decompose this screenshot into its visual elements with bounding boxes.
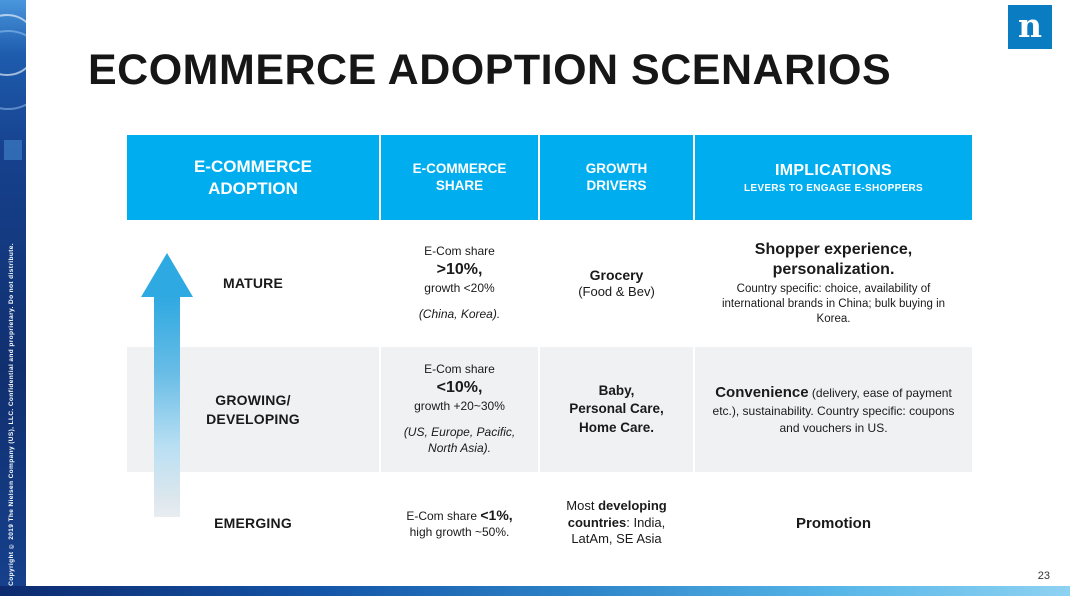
row-label-mature: MATURE: [222, 275, 284, 292]
implications-title: Shopper experience, personalization.: [754, 241, 913, 279]
mature-implications-cell: Shopper experience, personalization. Cou…: [695, 222, 972, 345]
emerging-implications-cell: Promotion: [695, 474, 972, 572]
share-intro: E-Com share: [424, 244, 495, 259]
header-label: E-COMMERCE ADOPTION: [193, 157, 313, 198]
maturity-arrow-icon: [141, 253, 193, 517]
share-value: <1%,: [480, 506, 513, 523]
copyright-text: Copyright © 2019 The Nielsen Company (US…: [8, 243, 15, 586]
row-label-growing: GROWING/ DEVELOPING: [206, 391, 300, 427]
row-label-emerging: EMERGING: [214, 514, 292, 531]
mature-drivers-cell: Grocery (Food & Bev): [540, 222, 693, 345]
drivers-sub: (Food & Bev): [578, 284, 655, 300]
drivers-line: Home Care.: [578, 419, 655, 435]
header-cell-ecommerce-share: E-COMMERCE SHARE: [381, 135, 538, 220]
share-countries-note: (China, Korea).: [418, 307, 501, 322]
implications-detail: Country specific: choice, availability o…: [721, 283, 946, 325]
drivers-line: Personal Care,: [569, 401, 664, 417]
slide-title: ECOMMERCE ADOPTION SCENARIOS: [88, 46, 892, 94]
header-cell-ecommerce-adoption: E-COMMERCE ADOPTION: [127, 135, 379, 220]
emerging-drivers-cell: Most developing countries: India, LatAm,…: [540, 474, 693, 572]
growing-share-cell: E-Com share <10%, growth +20~30% (US, Eu…: [381, 347, 538, 472]
implications-title: Promotion: [796, 514, 871, 532]
header-label: GROWTH DRIVERS: [585, 160, 648, 193]
nielsen-logo: n: [1008, 5, 1052, 49]
adoption-scenarios-table: E-COMMERCE ADOPTION E-COMMERCE SHARE GRO…: [127, 135, 972, 572]
share-value: >10%,: [436, 260, 483, 278]
growing-implications-cell: Convenience (delivery, ease of payment e…: [695, 347, 972, 472]
implications-detail: (delivery, ease of payment etc.), sustai…: [712, 386, 955, 435]
mature-share-cell: E-Com share >10%, growth <20% (China, Ko…: [381, 222, 538, 345]
drivers-seg-bold: developing countries: [567, 497, 667, 530]
template-flag-curve: [0, 30, 26, 110]
emerging-share-cell: E-Com share <1%, high growth ~50%.: [381, 474, 538, 572]
implications-text: Convenience (delivery, ease of payment e…: [708, 383, 960, 436]
share-growth: high growth ~50%.: [409, 524, 510, 539]
drivers-seg: Most: [566, 497, 599, 513]
share-growth: growth <20%: [424, 280, 495, 295]
left-sidebar-strip: Copyright © 2019 The Nielsen Company (US…: [0, 0, 26, 596]
page-number: 23: [1037, 570, 1050, 582]
arrow-shaft: [154, 297, 180, 517]
share-line: E-Com share <1%,: [406, 506, 512, 525]
share-growth: growth +20~30%: [414, 398, 505, 413]
share-countries-note: (US, Europe, Pacific, North Asia).: [403, 425, 516, 455]
share-intro: E-Com share: [406, 508, 481, 523]
bottom-accent-bar: [0, 586, 1070, 596]
header-label: E-COMMERCE SHARE: [412, 160, 507, 193]
nielsen-logo-letter: n: [1018, 5, 1042, 45]
drivers-text: Most developing countries: India, LatAm,…: [548, 498, 685, 549]
growing-drivers-cell: Baby, Personal Care, Home Care.: [540, 347, 693, 472]
template-accent-square: [4, 140, 22, 160]
share-intro: E-Com share: [424, 362, 495, 377]
drivers-line: Baby,: [598, 383, 635, 399]
header-cell-implications: IMPLICATIONS LEVERS TO ENGAGE E-SHOPPERS: [695, 135, 972, 220]
implications-title: Convenience: [715, 384, 809, 402]
row-label-line2: DEVELOPING: [206, 410, 300, 427]
arrow-head: [141, 253, 193, 297]
row-label-line1: GROWING/: [215, 392, 291, 409]
drivers-seg: : India, LatAm, SE Asia: [571, 514, 666, 547]
header-sublabel: LEVERS TO ENGAGE E-SHOPPERS: [743, 182, 924, 194]
drivers-main: Grocery: [589, 266, 644, 283]
header-cell-growth-drivers: GROWTH DRIVERS: [540, 135, 693, 220]
share-value: <10%,: [436, 379, 483, 396]
header-label: IMPLICATIONS: [774, 161, 893, 179]
